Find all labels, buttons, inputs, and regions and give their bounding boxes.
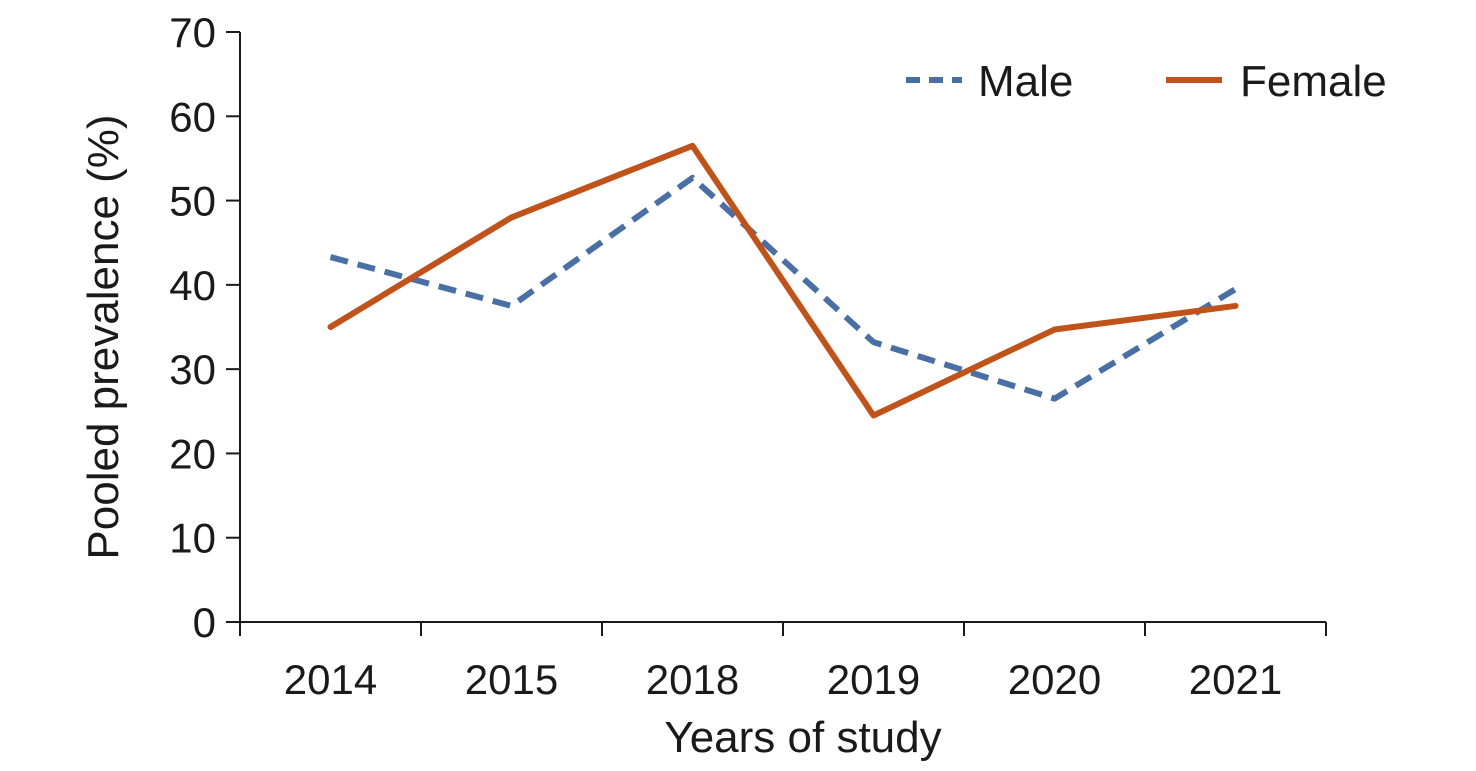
- y-tick-label: 20: [169, 430, 216, 477]
- x-tick-label: 2015: [465, 656, 558, 703]
- x-tick-label: 2019: [827, 656, 920, 703]
- x-axis-ticks: 2014 2015 2018 2019 2020 2021: [239, 622, 1327, 703]
- y-tick-label: 50: [169, 178, 216, 225]
- series-line-female: [327, 142, 1239, 419]
- legend-label-female: Female: [1240, 57, 1387, 106]
- x-axis-title: Years of study: [664, 713, 941, 762]
- y-axis-ticks: 0 10 20 30 40 50 60 70: [169, 9, 240, 646]
- x-tick-label: 2020: [1008, 656, 1101, 703]
- legend-label-male: Male: [978, 57, 1073, 106]
- y-axis-title: Pooled prevalence (%): [79, 114, 128, 559]
- y-tick-label: 0: [193, 599, 216, 646]
- y-tick-label: 60: [169, 93, 216, 140]
- legend: Male Female: [906, 57, 1387, 106]
- x-tick-label: 2021: [1189, 656, 1282, 703]
- y-tick-label: 30: [169, 346, 216, 393]
- y-tick-label: 40: [169, 262, 216, 309]
- y-tick-label: 70: [169, 9, 216, 56]
- x-tick-label: 2014: [284, 656, 377, 703]
- x-tick-label: 2018: [646, 656, 739, 703]
- series-line-male: [329, 174, 1238, 402]
- y-tick-label: 10: [169, 515, 216, 562]
- series-layer: [327, 142, 1239, 419]
